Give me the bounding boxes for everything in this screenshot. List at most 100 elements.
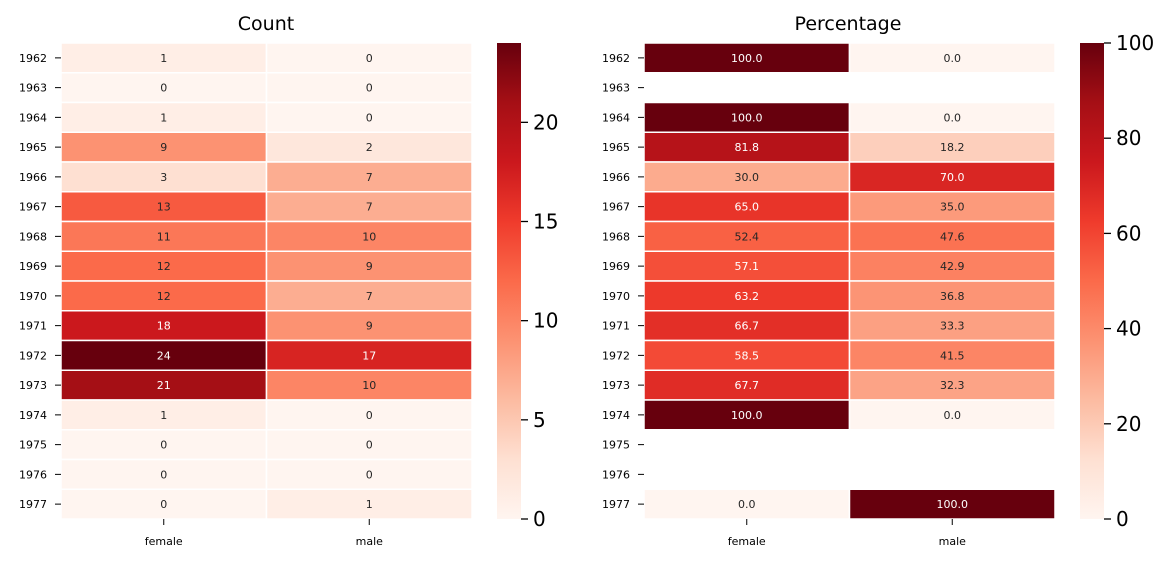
percentage-cell-label-1962-male: 0.0 (944, 52, 962, 65)
count-cell-label-1976-female: 0 (160, 468, 167, 481)
percentage-y-tick-label-1976: 1976 (602, 468, 630, 481)
percentage-cell-1971-male (848, 310, 1056, 342)
percentage-colorbar-tick-label-60: 60 (1116, 221, 1141, 245)
count-cell-1963-male (265, 72, 473, 104)
count-cell-label-1966-male: 7 (366, 171, 373, 184)
count-cell-1962-male (265, 42, 473, 74)
percentage-cell-label-1974-male: 0.0 (944, 409, 962, 422)
count-cell-label-1965-male: 2 (366, 141, 373, 154)
percentage-cell-1968-male (848, 220, 1056, 252)
count-y-tick-label-1974: 1974 (19, 409, 47, 422)
percentage-cell-label-1965-female: 81.8 (735, 141, 760, 154)
percentage-cell-1965-male (848, 131, 1056, 163)
count-y-tick-label-1969: 1969 (19, 260, 47, 273)
percentage-cell-1966-male (848, 161, 1056, 193)
percentage-cell-label-1969-female: 57.1 (735, 260, 760, 273)
percentage-cell-1967-male (848, 191, 1056, 223)
percentage-cell-label-1964-female: 100.0 (731, 111, 763, 124)
percentage-cell-label-1966-female: 30.0 (735, 171, 760, 184)
count-cell-label-1975-female: 0 (160, 439, 167, 452)
count-cell-label-1967-female: 13 (157, 201, 171, 214)
count-cell-1969-male (265, 250, 473, 282)
count-cell-1971-male (265, 310, 473, 342)
count-cell-1971-female (60, 310, 268, 342)
count-y-tick-label-1966: 1966 (19, 171, 47, 184)
count-colorbar-tick-label-10: 10 (533, 309, 558, 333)
count-cell-1974-male (265, 399, 473, 431)
count-cell-label-1973-female: 21 (157, 379, 171, 392)
count-chart-title: Count (238, 13, 294, 35)
percentage-heatmap-cell-labels: 100.0 0.0 100.0 0.0 81.8 18.2 30.0 70.0 65.0 35.0… (731, 52, 968, 511)
count-cell-label-1969-male: 9 (366, 260, 373, 273)
percentage-colorbar-tick-label-40: 40 (1116, 317, 1141, 341)
count-cell-label-1968-male: 10 (362, 230, 376, 243)
percentage-x-tick-label-female: female (728, 535, 766, 548)
percentage-y-tick-label-1969: 1969 (602, 260, 630, 273)
percentage-y-tick-label-1973: 1973 (602, 379, 630, 392)
percentage-cell-1974-male (848, 399, 1056, 431)
percentage-cell-label-1973-male: 32.3 (940, 379, 965, 392)
count-colorbar-gradient (497, 43, 521, 519)
count-cell-1964-male (265, 101, 473, 133)
count-cell-label-1965-female: 9 (160, 141, 167, 154)
percentage-cell-label-1974-female: 100.0 (731, 409, 763, 422)
percentage-y-tick-label-1974: 1974 (602, 409, 630, 422)
percentage-cell-label-1972-male: 41.5 (940, 349, 965, 362)
percentage-y-tick-label-1971: 1971 (602, 320, 630, 333)
percentage-cell-label-1977-male: 100.0 (937, 498, 969, 511)
percentage-cell-label-1973-female: 67.7 (735, 379, 760, 392)
count-y-tick-label-1963: 1963 (19, 82, 47, 95)
count-cell-label-1962-male: 0 (366, 52, 373, 65)
percentage-cell-label-1968-female: 52.4 (735, 230, 760, 243)
percentage-cell-label-1971-female: 66.7 (735, 320, 760, 333)
count-cell-label-1975-male: 0 (366, 439, 373, 452)
percentage-y-tick-label-1967: 1967 (602, 201, 630, 214)
count-y-tick-label-1977: 1977 (19, 498, 47, 511)
percentage-cell-1969-male (848, 250, 1056, 282)
count-cell-label-1968-female: 11 (157, 230, 171, 243)
count-cell-label-1977-male: 1 (366, 498, 373, 511)
count-cell-label-1977-female: 0 (160, 498, 167, 511)
count-heatmap-cells (60, 42, 473, 520)
percentage-cell-label-1962-female: 100.0 (731, 52, 763, 65)
count-y-tick-label-1964: 1964 (19, 111, 47, 124)
count-cell-label-1962-female: 1 (160, 52, 167, 65)
count-cell-label-1974-female: 1 (160, 409, 167, 422)
count-cell-label-1976-male: 0 (366, 468, 373, 481)
count-cell-1970-male (265, 280, 473, 312)
count-cell-label-1964-female: 1 (160, 111, 167, 124)
count-cell-label-1964-male: 0 (366, 111, 373, 124)
percentage-cell-label-1970-male: 36.8 (940, 290, 965, 303)
percentage-y-tick-label-1970: 1970 (602, 290, 630, 303)
percentage-cell-label-1965-male: 18.2 (940, 141, 965, 154)
percentage-heatmap-cells (643, 42, 1056, 520)
count-cell-label-1963-female: 0 (160, 82, 167, 95)
percentage-y-tick-label-1968: 1968 (602, 230, 630, 243)
count-y-tick-label-1967: 1967 (19, 201, 47, 214)
percentage-cell-1964-male (848, 101, 1056, 133)
count-y-tick-label-1975: 1975 (19, 439, 47, 452)
percentage-y-tick-label-1975: 1975 (602, 439, 630, 452)
count-x-tick-label-male: male (356, 535, 384, 548)
count-cell-1966-male (265, 161, 473, 193)
count-y-tick-label-1972: 1972 (19, 349, 47, 362)
count-cell-1973-male (265, 369, 473, 401)
count-y-tick-label-1962: 1962 (19, 52, 47, 65)
percentage-cell-1973-female (643, 369, 851, 401)
count-x-tick-label-female: female (145, 535, 183, 548)
percentage-cell-1970-male (848, 280, 1056, 312)
count-cell-label-1974-male: 0 (366, 409, 373, 422)
percentage-cell-1977-male (848, 488, 1056, 520)
percentage-x-axis: female male (728, 519, 966, 548)
count-cell-label-1970-male: 7 (366, 290, 373, 303)
percentage-colorbar-gradient (1080, 43, 1104, 519)
count-cell-label-1971-female: 18 (157, 320, 171, 333)
count-colorbar: 0 5 10 15 20 (497, 43, 558, 531)
percentage-y-tick-label-1962: 1962 (602, 52, 630, 65)
count-colorbar-tick-label-20: 20 (533, 110, 558, 134)
percentage-cell-label-1964-male: 0.0 (944, 111, 962, 124)
percentage-cell-1962-male (848, 42, 1056, 74)
count-cell-1977-female (60, 488, 268, 520)
